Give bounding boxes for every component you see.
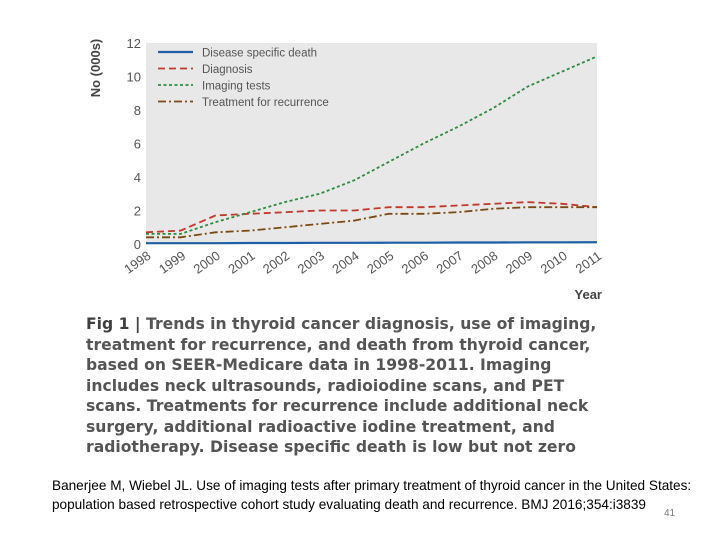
figure-caption-text: Trends in thyroid cancer diagnosis, use … bbox=[86, 315, 597, 456]
x-tick-label: 2009 bbox=[503, 248, 535, 277]
x-tick-label: 2011 bbox=[573, 248, 605, 276]
series-line-disease-specific-death bbox=[146, 241, 598, 245]
figure-caption-label: Fig 1 | bbox=[86, 315, 141, 333]
legend-label: Treatment for recurrence bbox=[202, 97, 329, 109]
legend-label: Imaging tests bbox=[202, 81, 271, 93]
y-tick-label: 2 bbox=[134, 204, 141, 219]
x-tick-label: 2002 bbox=[260, 248, 292, 277]
x-tick-label: 2003 bbox=[295, 248, 327, 277]
x-tick-label: 2000 bbox=[191, 248, 223, 277]
x-tick-label: 1998 bbox=[121, 248, 153, 277]
plot-area bbox=[146, 43, 597, 244]
y-tick-label: 8 bbox=[134, 103, 141, 118]
y-tick-label: 10 bbox=[127, 70, 141, 85]
citation-text: Banerjee M, Wiebel JL. Use of imaging te… bbox=[52, 478, 692, 512]
x-tick-label: 2010 bbox=[538, 248, 570, 277]
x-tick-label: 2008 bbox=[468, 248, 500, 277]
x-tick-label: 2005 bbox=[364, 248, 396, 277]
x-tick-label: 2007 bbox=[434, 248, 466, 277]
series-line-imaging-tests bbox=[146, 55, 598, 235]
series-line-treatment-for-recurrence bbox=[146, 206, 597, 239]
y-tick-label: 0 bbox=[134, 237, 141, 252]
figure-caption: Fig 1 | Trends in thyroid cancer diagnos… bbox=[86, 314, 606, 458]
legend-label: Disease specific death bbox=[202, 48, 317, 60]
x-tick-label: 2004 bbox=[329, 248, 361, 277]
y-tick-label: 12 bbox=[127, 36, 141, 51]
x-axis-label: Year bbox=[575, 287, 602, 302]
x-tick-label: 2006 bbox=[399, 248, 431, 277]
x-tick-label: 1999 bbox=[156, 248, 188, 277]
slide-number: 41 bbox=[664, 508, 676, 519]
y-tick-label: 4 bbox=[134, 170, 141, 185]
y-axis-label: No (000s) bbox=[88, 39, 103, 98]
x-tick-label: 2001 bbox=[225, 248, 257, 277]
legend-label: Diagnosis bbox=[202, 64, 253, 76]
series-line-diagnosis bbox=[145, 201, 598, 234]
y-tick-label: 6 bbox=[134, 137, 141, 152]
